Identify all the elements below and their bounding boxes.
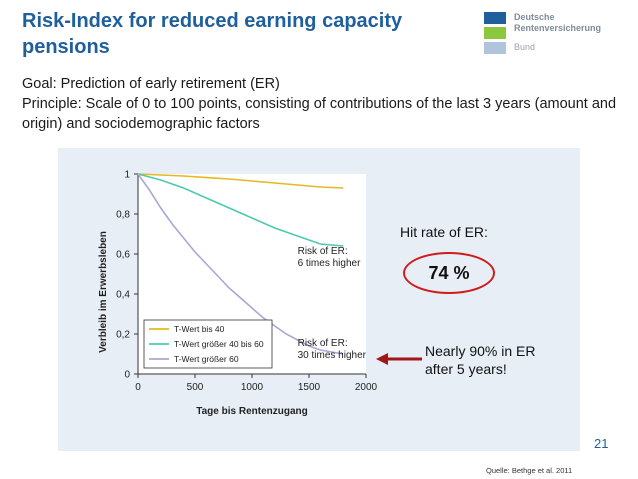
goal-text: Goal: Prediction of early retirement (ER…: [22, 76, 280, 92]
x-axis-label: Tage bis Rentenzugang: [196, 406, 308, 417]
logo-mark-icon: [484, 12, 506, 54]
logo-text: Deutsche Rentenversicherung: [514, 12, 602, 33]
arrow-left-icon: [376, 353, 422, 365]
y-tick-label: 0: [124, 370, 130, 381]
survival-chart: 0 0,2 0,4 0,6 0,8 1 0 500 1000 1500 2000 Tage bis R…: [98, 170, 378, 418]
y-tick-label: 0,6: [116, 250, 130, 261]
note-line-2: after 5 years!: [425, 361, 507, 377]
x-tick-label: 1500: [298, 382, 321, 393]
source-citation: Quelle: Bethge et al. 2011: [486, 466, 573, 475]
annotation-1-line-1: 30 times higher: [298, 350, 367, 361]
note-line-1: Nearly 90% in ER: [425, 343, 536, 359]
x-tick-label: 500: [187, 382, 204, 393]
annotation-0-line-0: Risk of ER:: [298, 246, 348, 257]
series-line-2: [137, 173, 344, 355]
y-tick-label: 1: [124, 170, 130, 181]
legend-label-0: T-Wert bis 40: [174, 324, 225, 334]
slide-body: Goal: Prediction of early retirement (ER…: [22, 74, 622, 134]
y-tick-label: 0,4: [116, 290, 130, 301]
hit-rate-value: 74 %: [403, 252, 495, 294]
x-tick-label: 0: [135, 382, 141, 393]
legend-label-2: T-Wert größer 60: [174, 354, 239, 364]
series-line-0: [137, 173, 344, 189]
series-line-1: [137, 173, 344, 247]
annotation-0-line-1: 6 times higher: [298, 258, 361, 269]
x-tick-label: 1000: [241, 382, 264, 393]
legend-label-1: T-Wert größer 40 bis 60: [174, 339, 264, 349]
y-tick-label: 0,8: [116, 210, 130, 221]
page-number: 21: [594, 436, 609, 451]
logo-subtext: Bund: [514, 42, 536, 52]
drv-logo: Deutsche Rentenversicherung Bund: [484, 10, 624, 56]
annotation-1-line-0: Risk of ER:: [298, 338, 348, 349]
early-retirement-note: Nearly 90% in ER after 5 years!: [425, 342, 585, 378]
x-tick-label: 2000: [355, 382, 378, 393]
slide-title: Risk-Index for reduced earning capacity …: [22, 10, 403, 58]
hit-rate-label: Hit rate of ER:: [400, 224, 488, 240]
principle-text: Principle: Scale of 0 to 100 points, con…: [22, 96, 617, 132]
y-axis-label: Verbleib im Erwerbsleben: [98, 231, 109, 353]
y-tick-label: 0,2: [116, 330, 130, 341]
